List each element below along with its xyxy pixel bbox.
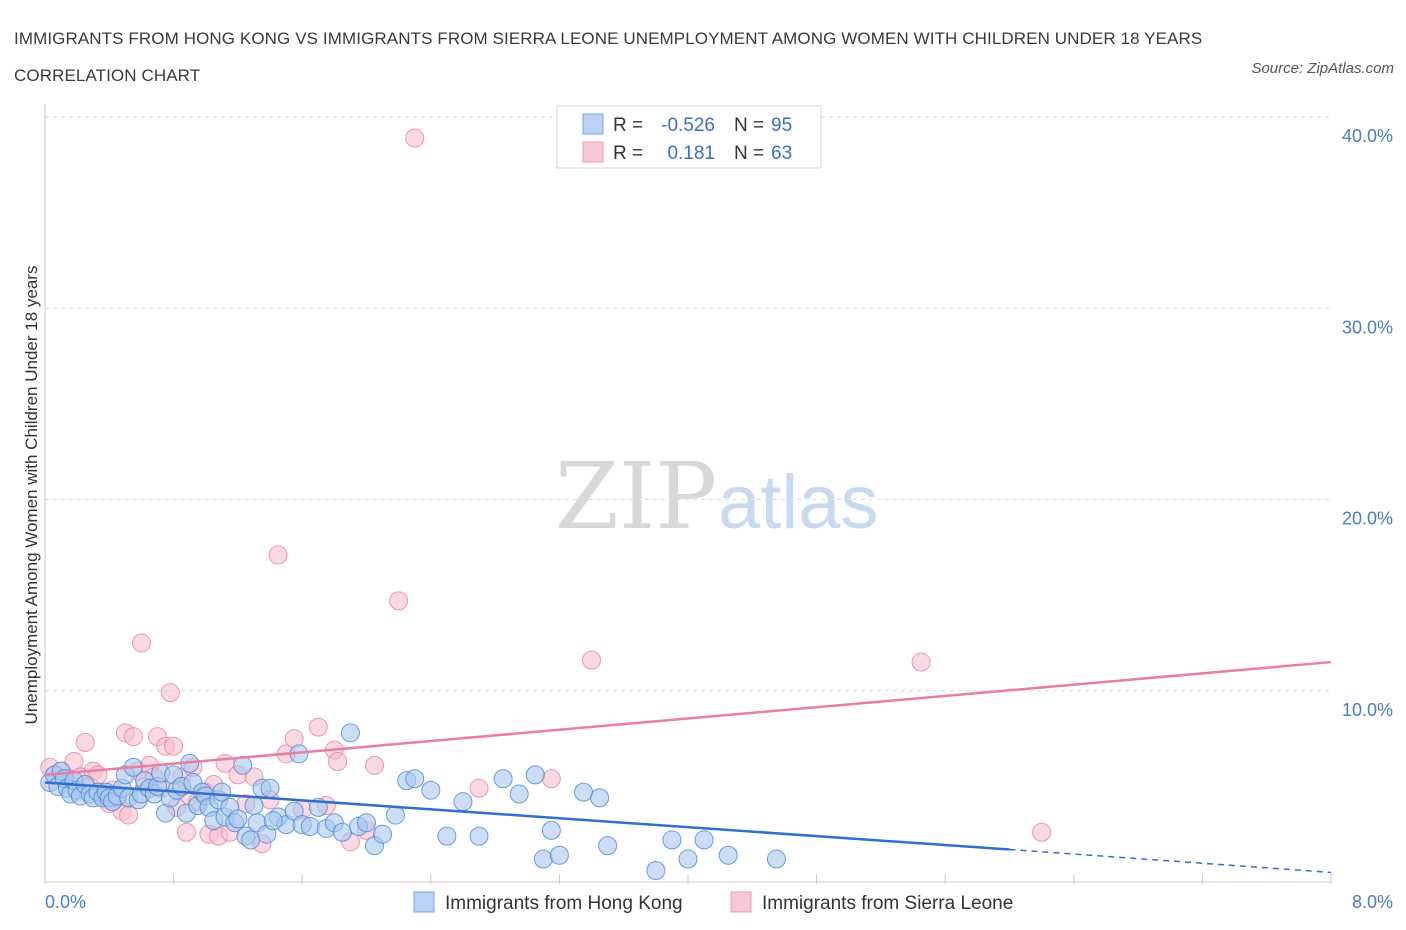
hong-kong-point-48: [228, 809, 248, 829]
legend-r-label-2: R =: [613, 143, 643, 164]
hong-kong-point-75: [421, 780, 441, 800]
sierra-leone-trend-line: [44, 660, 1332, 777]
series-legend: Immigrants from Hong Kong Immigrants fro…: [413, 891, 1013, 914]
sierra-leone-point-58: [541, 769, 561, 789]
sierra-leone-point-30: [176, 822, 196, 842]
hong-kong-points: [40, 723, 786, 881]
sierra-leone-point-55: [389, 591, 409, 611]
hong-kong-point-77: [453, 792, 473, 812]
hong-kong-point-93: [541, 820, 561, 840]
hong-kong-point-92: [766, 849, 786, 869]
legend-r-label-1: R =: [613, 115, 643, 136]
y-tick-labels: 10.0% 20.0% 30.0% 40.0%: [1342, 126, 1393, 720]
hong-kong-point-82: [533, 849, 553, 869]
hong-kong-point-66: [332, 822, 352, 842]
y-tick-label-0: 10.0%: [1342, 700, 1393, 720]
hong-kong-point-94: [263, 811, 283, 831]
hong-kong-point-84: [574, 782, 594, 802]
hong-kong-trend-extension: [1009, 848, 1332, 874]
y-tick-label-2: 30.0%: [1342, 317, 1393, 337]
hong-kong-point-72: [385, 805, 405, 825]
sierra-leone-point-6: [75, 732, 95, 752]
hong-kong-point-87: [646, 861, 666, 881]
hong-kong-point-52: [244, 796, 264, 815]
y-axis-label: Unemployment Among Women with Children U…: [22, 266, 41, 725]
bottom-legend-swatch-hong-kong: [413, 891, 435, 913]
legend-n-label-1: N =: [734, 115, 764, 136]
x-tick-label-1: 8.0%: [1352, 892, 1393, 912]
hong-kong-point-91: [718, 845, 738, 865]
hong-kong-point-71: [373, 824, 393, 844]
hong-kong-point-78: [469, 826, 489, 846]
sierra-leone-point-45: [268, 545, 288, 565]
sierra-leone-point-16: [119, 805, 139, 825]
hong-kong-point-81: [525, 765, 545, 785]
legend-n-label-2: N =: [734, 143, 764, 164]
bottom-legend-hong-kong: Immigrants from Hong Kong: [445, 893, 683, 914]
source-credit: Source: ZipAtlas.com: [1251, 60, 1394, 77]
sierra-leone-point-57: [469, 778, 489, 798]
bottom-legend-sierra-leone: Immigrants from Sierra Leone: [762, 893, 1013, 914]
sierra-leone-point-19: [131, 633, 151, 653]
trend-lines: [44, 660, 1332, 874]
hong-kong-point-83: [549, 845, 569, 865]
correlation-legend: R = -0.526 N = 95 R = 0.181 N = 63: [556, 105, 822, 169]
hong-kong-point-67: [340, 723, 360, 743]
hong-kong-point-88: [662, 830, 682, 850]
y-tick-label-1: 20.0%: [1342, 509, 1393, 529]
legend-r-value-hong-kong: -0.526: [661, 115, 715, 136]
sierra-leone-point-49: [308, 717, 328, 737]
watermark-atlas: atlas: [718, 460, 879, 545]
legend-swatch-sierra-leone: [582, 141, 604, 163]
hong-kong-trend-line: [44, 781, 1010, 851]
hong-kong-point-80: [509, 784, 529, 804]
sierra-leone-point-61: [1032, 822, 1052, 842]
hong-kong-point-90: [694, 830, 714, 850]
hong-kong-point-62: [300, 817, 320, 837]
legend-n-value-sierra-leone: 63: [771, 143, 792, 164]
watermark-zip: ZIP: [555, 443, 717, 550]
hong-kong-point-79: [493, 769, 513, 789]
hong-kong-point-69: [357, 813, 376, 833]
hong-kong-point-76: [437, 826, 457, 846]
hong-kong-point-44: [212, 782, 232, 802]
sierra-leone-point-56: [405, 128, 425, 148]
grid-lines: [45, 116, 1331, 692]
sierra-leone-point-17: [123, 727, 143, 747]
sierra-leone-point-59: [582, 650, 602, 670]
hong-kong-point-85: [590, 788, 610, 808]
hong-kong-point-56: [260, 778, 280, 798]
legend-n-value-hong-kong: 95: [771, 115, 792, 136]
legend-r-value-sierra-leone: 0.181: [667, 143, 715, 164]
hong-kong-point-74: [405, 769, 425, 789]
x-tick-labels: 0.0% 8.0%: [45, 892, 1393, 912]
sierra-leone-point-26: [160, 683, 180, 703]
sierra-leone-point-62: [328, 752, 348, 772]
y-tick-label-3: 40.0%: [1342, 126, 1393, 146]
sierra-leone-point-54: [365, 755, 385, 775]
hong-kong-point-86: [598, 836, 618, 856]
chart-title: IMMIGRANTS FROM HONG KONG VS IMMIGRANTS …: [14, 29, 1203, 85]
axes: [44, 104, 1332, 884]
legend-swatch-hong-kong: [582, 113, 604, 135]
bottom-legend-swatch-sierra-leone: [730, 891, 752, 913]
hong-kong-point-51: [241, 830, 261, 850]
hong-kong-point-89: [678, 849, 698, 869]
sierra-leone-point-27: [164, 736, 184, 756]
sierra-leone-point-60: [911, 652, 931, 672]
x-tick-label-0: 0.0%: [45, 892, 86, 912]
sierra-leone-points: [40, 128, 1052, 854]
